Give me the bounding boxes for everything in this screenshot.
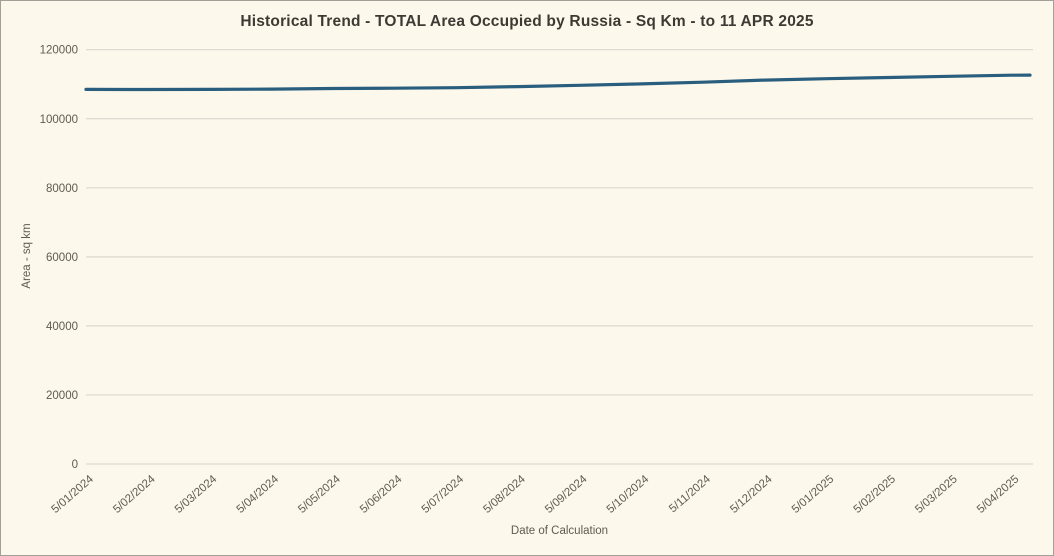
y-tick-label: 100000 — [40, 114, 78, 126]
x-tick-label: 5/02/2024 — [111, 473, 158, 516]
x-tick-label: 5/03/2024 — [173, 473, 220, 516]
x-tick-label: 5/08/2024 — [481, 473, 528, 516]
x-tick-label: 5/05/2024 — [296, 473, 343, 516]
x-tick-label: 5/10/2024 — [605, 473, 652, 516]
y-tick-label: 0 — [72, 459, 78, 471]
y-tick-label: 120000 — [40, 45, 78, 57]
x-tick-label: 5/01/2025 — [790, 473, 836, 516]
x-axis-title: Date of Calculation — [510, 525, 609, 537]
x-tick-label: 5/02/2025 — [852, 473, 898, 516]
x-tick-label: 5/07/2024 — [420, 473, 467, 516]
x-tick-label: 5/03/2025 — [913, 473, 959, 516]
x-tick-label: 5/04/2024 — [235, 473, 282, 516]
x-tick-label: 5/06/2024 — [358, 473, 405, 516]
x-tick-label: 5/01/2024 — [49, 473, 96, 516]
y-tick-label: 40000 — [46, 321, 78, 333]
x-tick-label: 5/11/2024 — [667, 473, 713, 515]
chart-title: Historical Trend - TOTAL Area Occupied b… — [240, 13, 814, 30]
y-tick-label: 80000 — [46, 183, 78, 195]
y-tick-label: 20000 — [46, 390, 78, 402]
trend-line[interactable] — [84, 73, 1032, 92]
y-tick-label: 60000 — [46, 252, 78, 264]
x-tick-label: 5/12/2024 — [728, 473, 775, 516]
x-tick-label: 5/04/2025 — [975, 473, 1021, 516]
x-tick-label: 5/09/2024 — [543, 473, 590, 516]
y-axis-title: Area - sq km — [21, 223, 33, 289]
